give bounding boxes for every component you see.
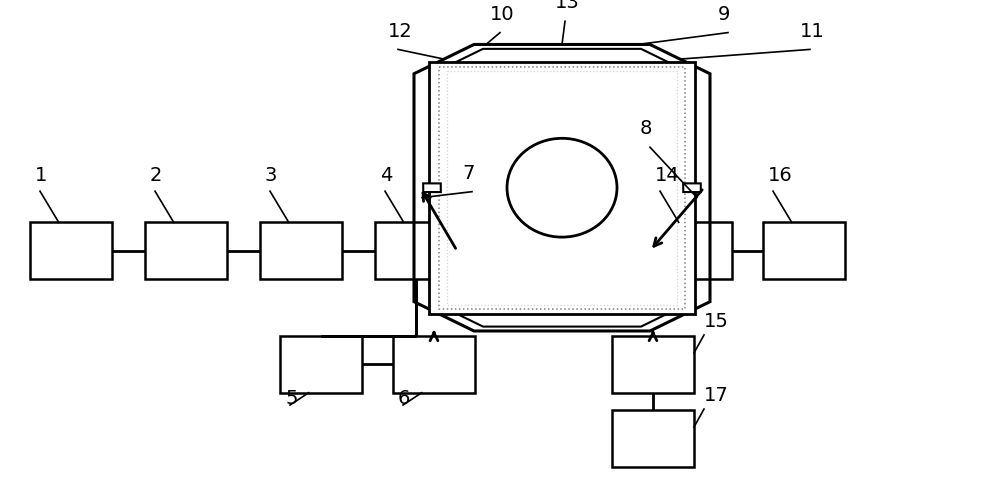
Bar xyxy=(439,67,685,309)
Text: 7: 7 xyxy=(462,164,474,183)
Bar xyxy=(30,222,112,279)
Polygon shape xyxy=(432,49,692,327)
Text: 5: 5 xyxy=(285,389,298,408)
Text: 16: 16 xyxy=(768,166,793,185)
Bar xyxy=(763,222,845,279)
Bar xyxy=(280,336,362,393)
Bar xyxy=(612,410,694,467)
Bar xyxy=(260,222,342,279)
Bar xyxy=(612,336,694,393)
Text: 11: 11 xyxy=(800,22,825,41)
Polygon shape xyxy=(423,183,441,192)
Text: 2: 2 xyxy=(150,166,162,185)
Polygon shape xyxy=(683,183,701,192)
Text: 1: 1 xyxy=(35,166,47,185)
Bar xyxy=(429,62,695,314)
Bar xyxy=(393,336,475,393)
Bar xyxy=(447,71,677,305)
Text: 6: 6 xyxy=(398,389,410,408)
Text: 9: 9 xyxy=(718,5,730,24)
Text: 17: 17 xyxy=(704,386,729,405)
Bar xyxy=(375,222,457,279)
Text: 13: 13 xyxy=(555,0,580,12)
Text: 3: 3 xyxy=(265,166,277,185)
Text: 15: 15 xyxy=(704,312,729,331)
Text: 10: 10 xyxy=(490,5,515,24)
Bar xyxy=(650,222,732,279)
Text: 14: 14 xyxy=(655,166,680,185)
Text: 8: 8 xyxy=(640,120,652,138)
Text: 4: 4 xyxy=(380,166,392,185)
Text: 12: 12 xyxy=(388,22,413,41)
Ellipse shape xyxy=(507,138,617,237)
Bar xyxy=(145,222,227,279)
